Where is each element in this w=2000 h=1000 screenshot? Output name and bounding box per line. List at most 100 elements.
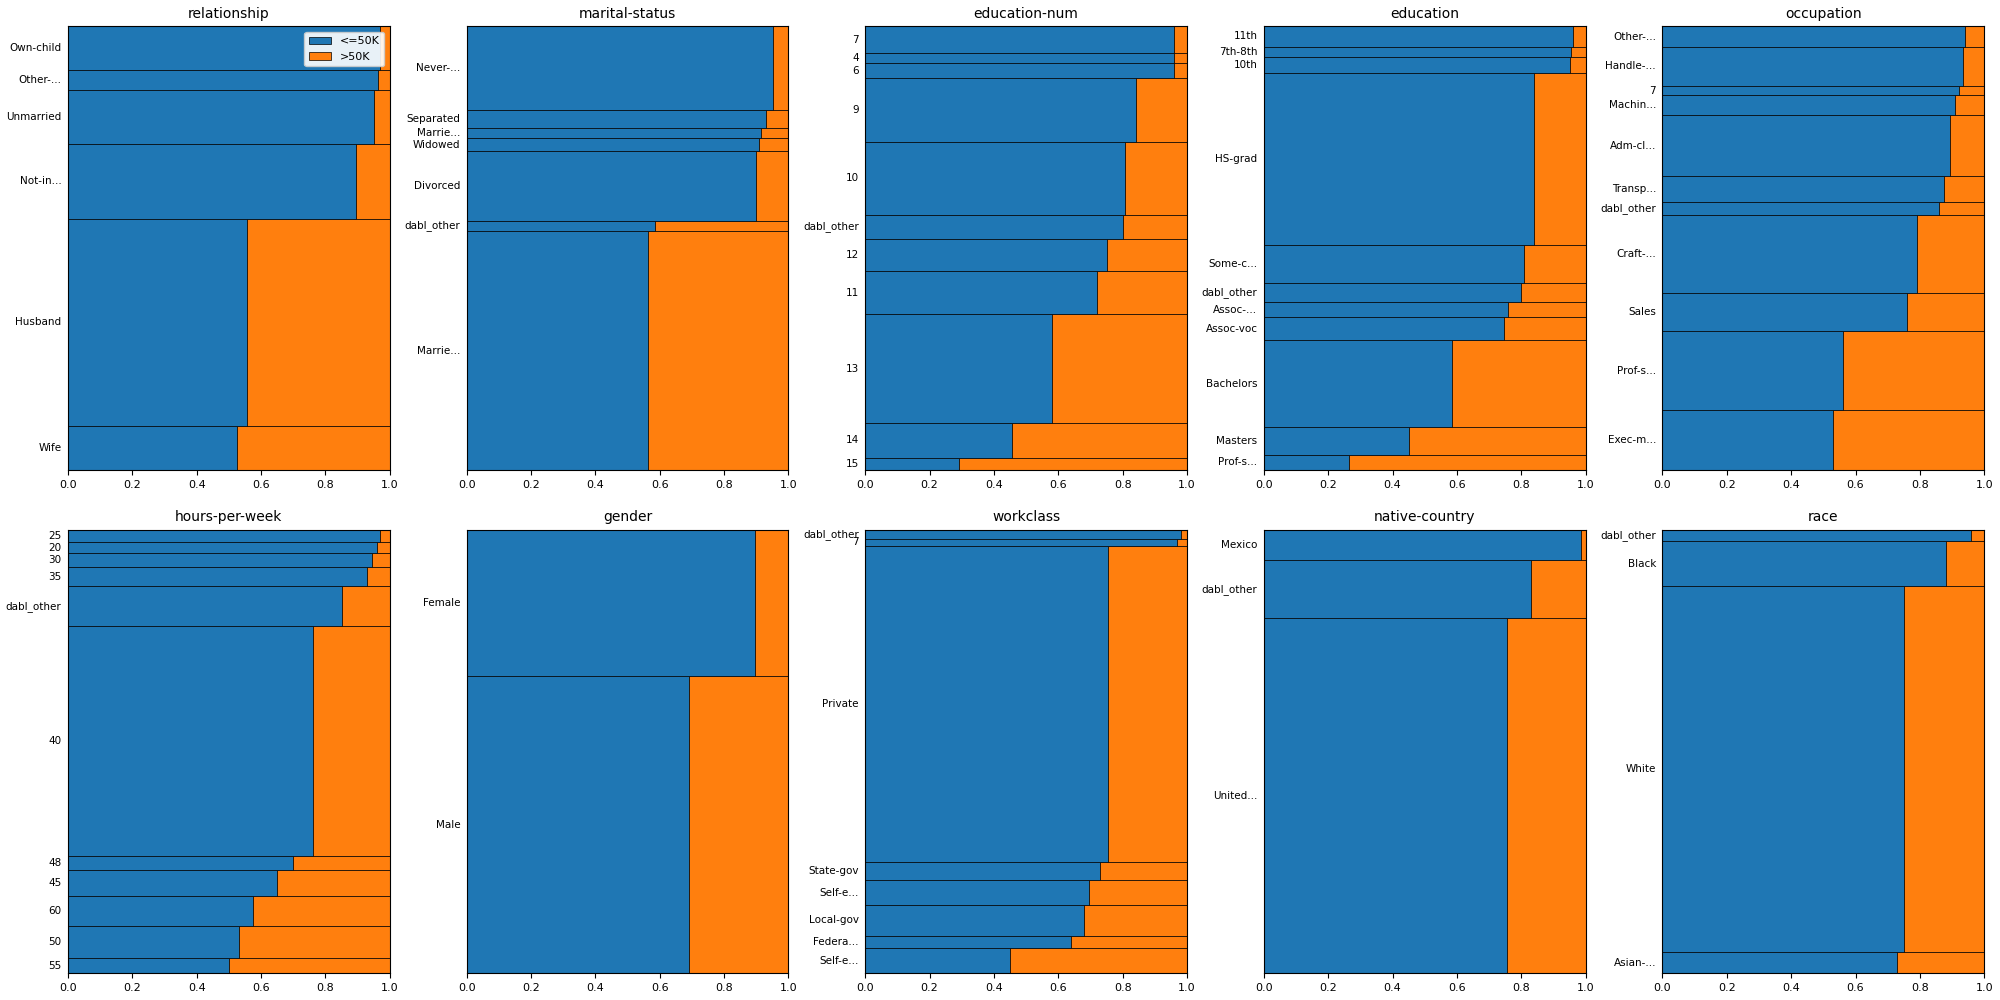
Text: Prof-s...: Prof-s... [1616,366,1656,376]
Bar [1908,293,1984,331]
Bar [366,567,390,586]
Text: Transp...: Transp... [1612,184,1656,194]
Bar [1106,239,1188,271]
Bar [1662,215,1916,293]
Bar [1522,283,1586,302]
Bar [1506,618,1586,973]
Text: 7th-8th: 7th-8th [1218,47,1258,57]
Bar [294,856,390,870]
Bar [238,926,390,958]
Bar [866,26,1174,53]
Text: dabl_other: dabl_other [804,222,858,232]
Bar [1916,215,1984,293]
Text: Private: Private [822,699,858,709]
Bar [68,219,246,426]
Bar [278,870,390,896]
Bar [1264,57,1570,73]
Bar [866,546,1108,862]
Bar [1264,283,1522,302]
Text: Female: Female [422,598,460,608]
Bar [654,221,788,231]
Bar [1662,331,1842,410]
Bar [762,128,788,138]
Bar [1264,302,1508,317]
Text: 20: 20 [48,543,62,553]
Bar [760,138,788,151]
Text: Sales: Sales [1628,307,1656,317]
Text: Unmarried: Unmarried [6,112,62,122]
Bar [1264,245,1524,283]
Bar [466,110,766,128]
Text: 11: 11 [846,288,858,298]
Bar [866,880,1088,905]
Text: Asian-...: Asian-... [1614,958,1656,968]
Title: education-num: education-num [974,7,1078,21]
Text: State-gov: State-gov [808,866,858,876]
Bar [380,530,390,542]
Bar [866,905,1084,936]
Text: Local-gov: Local-gov [808,915,858,925]
Text: 25: 25 [48,531,62,541]
Bar [1264,560,1530,618]
Bar [1264,530,1580,560]
Bar [466,151,756,221]
Bar [1662,586,1904,952]
Bar [866,239,1106,271]
Bar [1662,952,1898,973]
Bar [466,676,688,973]
Bar [236,426,390,470]
Bar [466,231,648,470]
Text: 10th: 10th [1234,60,1258,70]
Bar [1408,427,1586,455]
Bar [356,144,390,219]
Bar [466,26,774,110]
Bar [1940,202,1984,215]
Text: 12: 12 [846,250,858,260]
Bar [1964,26,1984,47]
Bar [1580,530,1586,560]
Bar [1264,618,1506,973]
Text: 7: 7 [852,35,858,45]
Bar [866,936,1072,948]
Text: Handle-...: Handle-... [1606,61,1656,71]
Text: 15: 15 [846,459,858,469]
Bar [648,231,788,470]
Text: 50: 50 [48,937,62,947]
Text: 11th: 11th [1234,31,1258,41]
Text: 48: 48 [48,858,62,868]
Bar [1662,86,1958,95]
Bar [1662,410,1834,470]
Bar [1570,57,1586,73]
Bar [1174,53,1188,63]
Bar [380,26,390,70]
Text: dabl_other: dabl_other [804,529,858,540]
Bar [68,70,378,90]
Bar [1956,95,1984,115]
Title: race: race [1808,510,1838,524]
Title: workclass: workclass [992,510,1060,524]
Text: United...: United... [1214,791,1258,801]
Bar [246,219,390,426]
Bar [378,70,390,90]
Text: 60: 60 [48,906,62,916]
Bar [228,958,390,973]
Bar [466,128,762,138]
Bar [466,530,754,676]
Bar [1136,78,1188,142]
Bar [68,90,374,144]
Bar [866,53,1174,63]
Bar [466,221,654,231]
Bar [866,78,1136,142]
Bar [1174,63,1188,78]
Text: Other-...: Other-... [1614,32,1656,42]
Text: Wife: Wife [38,443,62,453]
Text: Bachelors: Bachelors [1206,379,1258,389]
Bar [1174,26,1188,53]
Bar [1530,560,1586,618]
Bar [1958,86,1984,95]
Bar [1946,541,1984,586]
Bar [1264,317,1504,340]
Bar [68,144,356,219]
Text: dabl_other: dabl_other [1600,203,1656,214]
Bar [1264,26,1574,47]
